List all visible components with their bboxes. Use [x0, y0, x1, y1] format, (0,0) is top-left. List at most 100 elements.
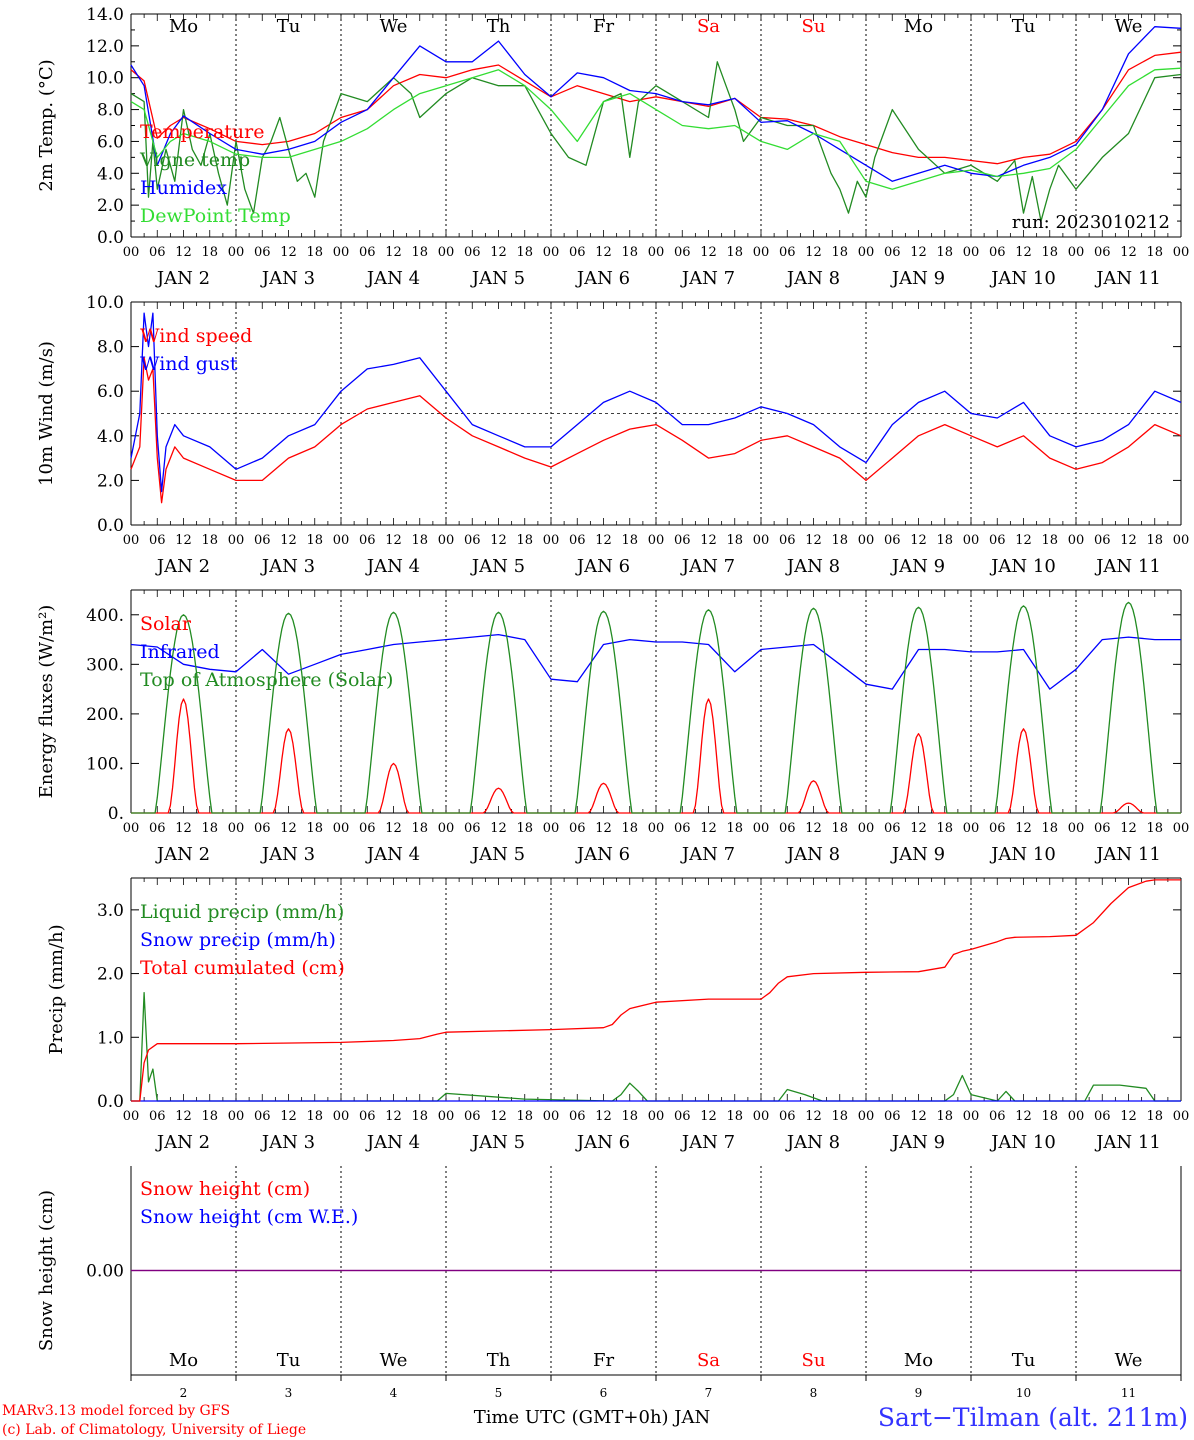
day-number-label: 7 [705, 1386, 713, 1400]
hour-tick-label: 00 [123, 245, 140, 260]
hour-tick-label: 12 [385, 1109, 402, 1124]
hour-tick-label: 18 [306, 821, 323, 836]
legend-entry: Snow height (cm W.E.) [140, 1206, 358, 1228]
hour-tick-label: 00 [753, 821, 770, 836]
hour-tick-label: 06 [989, 245, 1006, 260]
hour-tick-label: 06 [779, 821, 796, 836]
weekday-label: Tu [1012, 16, 1036, 37]
hour-tick-label: 00 [858, 1109, 875, 1124]
date-label: JAN 5 [470, 844, 525, 865]
hour-tick-label: 00 [543, 1109, 560, 1124]
hour-tick-label: 12 [280, 1109, 297, 1124]
weekday-label: We [380, 1350, 408, 1371]
day-number-label: 3 [285, 1386, 293, 1400]
hour-tick-label: 18 [306, 533, 323, 548]
hour-tick-label: 06 [464, 1109, 481, 1124]
weekday-label: Tu [1012, 1350, 1036, 1371]
date-label: JAN 8 [785, 556, 840, 577]
date-label: JAN 6 [575, 844, 630, 865]
date-label: JAN 11 [1094, 556, 1161, 577]
hour-tick-label: 12 [280, 245, 297, 260]
hour-tick-label: 18 [1041, 533, 1058, 548]
hour-tick-label: 06 [464, 533, 481, 548]
date-label: JAN 3 [260, 1132, 315, 1153]
date-label: JAN 4 [365, 844, 420, 865]
hour-tick-label: 06 [569, 533, 586, 548]
hour-tick-label: 18 [1041, 245, 1058, 260]
hour-tick-label: 06 [989, 1109, 1006, 1124]
hour-tick-label: 12 [1015, 533, 1032, 548]
hour-tick-label: 06 [674, 821, 691, 836]
y-tick-label: 6.0 [97, 132, 124, 152]
hour-tick-label: 18 [831, 821, 848, 836]
hour-tick-label: 12 [490, 245, 507, 260]
y-tick-label: 4.0 [97, 427, 124, 447]
series-line [130, 51, 1182, 165]
hour-tick-label: 06 [1094, 821, 1111, 836]
hour-tick-label: 06 [674, 1109, 691, 1124]
hour-tick-label: 06 [569, 245, 586, 260]
hour-tick-label: 18 [201, 1109, 218, 1124]
hour-tick-label: 18 [411, 1109, 428, 1124]
hour-tick-label: 12 [175, 245, 192, 260]
hour-tick-label: 12 [1120, 1109, 1137, 1124]
date-label: JAN 10 [989, 844, 1056, 865]
hour-tick-label: 06 [464, 821, 481, 836]
hour-tick-label: 06 [779, 1109, 796, 1124]
hour-tick-label: 00 [333, 533, 350, 548]
legend-entry: Total cumulated (cm) [140, 957, 345, 979]
y-tick-label: 0.0 [97, 1092, 124, 1112]
panel-3: 00 06 12 18 00 06 12 18 00 06 12 18 00 06 12 18 00 06 12 18… [36, 589, 1189, 865]
hour-tick-label: 18 [1146, 1109, 1163, 1124]
panel-1: 00 06 12 18 00 06 12 18 00 06 12 18 00 06 12 18 00 06 12 18… [36, 5, 1189, 289]
hour-tick-label: 12 [1015, 1109, 1032, 1124]
hour-tick-label: 06 [779, 533, 796, 548]
hour-tick-label: 00 [438, 245, 455, 260]
series-line [130, 633, 1181, 690]
hour-tick-label: 18 [1041, 821, 1058, 836]
hour-tick-label: 12 [175, 1109, 192, 1124]
hour-tick-label: 18 [726, 245, 743, 260]
hour-tick-label: 18 [1146, 533, 1163, 548]
series-line [130, 67, 1182, 190]
hour-tick-label: 06 [254, 821, 271, 836]
hour-tick-label: 00 [333, 1109, 350, 1124]
panel-5: 0.00 Snow height (cm) Snow height (cm) Snow… [36, 1166, 1182, 1400]
y-tick-label: 0.00 [86, 1262, 124, 1282]
hour-tick-label: 00 [333, 821, 350, 836]
panel-4: 00 06 12 18 00 06 12 18 00 06 12 18 00 06 12 18 00 06 12 18… [46, 877, 1189, 1153]
weekday-label: Mo [169, 1350, 198, 1371]
hour-tick-label: 00 [753, 533, 770, 548]
weekday-label: Fr [593, 16, 614, 37]
hour-tick-label: 18 [201, 245, 218, 260]
hour-tick-label: 18 [936, 821, 953, 836]
hour-tick-label: 06 [674, 245, 691, 260]
hour-tick-label: 00 [963, 533, 980, 548]
hour-tick-label: 06 [989, 821, 1006, 836]
hour-tick-label: 06 [884, 821, 901, 836]
y-axis-label: Snow height (cm) [36, 1190, 57, 1351]
hour-tick-label: 12 [175, 533, 192, 548]
hour-tick-label: 06 [884, 245, 901, 260]
hour-tick-label: 06 [569, 1109, 586, 1124]
hour-tick-label: 12 [805, 1109, 822, 1124]
hour-tick-label: 12 [700, 1109, 717, 1124]
hour-tick-label: 18 [621, 821, 638, 836]
hour-tick-label: 18 [1146, 245, 1163, 260]
date-label: JAN 5 [470, 556, 525, 577]
weekday-label: Tu [277, 16, 301, 37]
weekday-label: Su [802, 1350, 826, 1371]
date-label: JAN 2 [155, 1132, 210, 1153]
hour-tick-label: 06 [884, 533, 901, 548]
hour-tick-label: 00 [648, 821, 665, 836]
weekday-label: Sa [697, 1350, 720, 1371]
legend-entry: DewPoint Temp [140, 205, 291, 227]
day-number-label: 6 [600, 1386, 608, 1400]
y-tick-label: 2.0 [97, 471, 124, 491]
hour-tick-label: 06 [1094, 1109, 1111, 1124]
hour-tick-label: 12 [700, 245, 717, 260]
hour-tick-label: 18 [201, 821, 218, 836]
date-label: JAN 2 [155, 844, 210, 865]
hour-tick-label: 18 [516, 1109, 533, 1124]
